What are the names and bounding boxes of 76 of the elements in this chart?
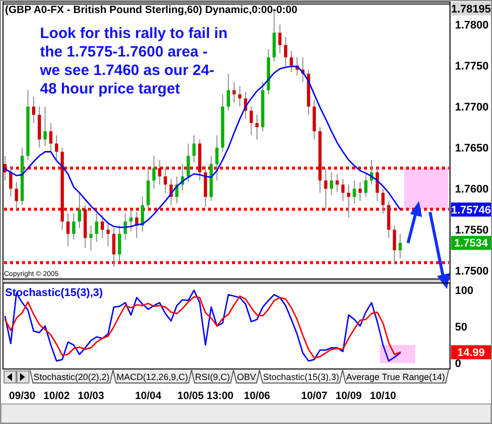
tab: Average True Range(14) xyxy=(342,370,450,384)
candlestick xyxy=(226,73,230,112)
y-tick-label: 1.7500 xyxy=(455,266,489,278)
annotation: 1.78195 xyxy=(451,3,491,16)
candlestick xyxy=(192,134,196,163)
annotation: 1.75746 xyxy=(451,204,491,216)
candlestick xyxy=(381,188,385,214)
x-tick-label: 09/30 xyxy=(9,390,36,402)
candlestick xyxy=(376,168,379,202)
candlestick xyxy=(66,212,70,247)
candlestick xyxy=(398,233,402,259)
candlestick xyxy=(352,180,356,204)
candlestick xyxy=(341,178,345,202)
candlestick xyxy=(336,173,339,192)
candlestick xyxy=(278,24,282,54)
candlestick xyxy=(238,86,242,108)
tab: OBV xyxy=(233,370,260,384)
candlestick xyxy=(215,134,219,181)
candlestick xyxy=(112,228,116,268)
tab: MACD(12,26,9,C) xyxy=(112,370,192,384)
tab: Stochastic(15(3),3) xyxy=(259,370,344,384)
candlestick xyxy=(152,155,156,190)
candlestick xyxy=(72,212,76,240)
candlestick xyxy=(330,172,334,196)
x-tick-label: 10/05 13:00 xyxy=(177,390,234,402)
chart-title: Stochastic(15(3),3) xyxy=(5,287,104,299)
candlestick xyxy=(164,168,167,194)
annotation: 1.7534 xyxy=(454,238,489,250)
candlestick xyxy=(89,225,93,251)
x-tick-label: 10/04 xyxy=(135,390,162,402)
x-tick-label: 10/06 xyxy=(244,390,270,402)
candlestick xyxy=(255,114,259,140)
x-tick-label: 10/03 xyxy=(78,390,104,402)
y-tick-label: 1.7600 xyxy=(455,184,489,196)
x-tick-label: 10/09 xyxy=(335,390,362,402)
y-tick-label: 50 xyxy=(455,322,468,334)
candlestick xyxy=(32,96,36,124)
candlestick xyxy=(49,122,52,152)
candlestick xyxy=(347,184,350,218)
x-tick-label: 10/07 xyxy=(301,390,328,402)
candlestick xyxy=(43,106,47,147)
candlestick xyxy=(100,214,104,238)
y-tick-label: 1.7800 xyxy=(455,19,489,32)
candlestick xyxy=(232,81,236,104)
y-tick-label: 1.7550 xyxy=(455,224,489,237)
x-tick-label: 10/10 xyxy=(370,390,396,402)
candlestick xyxy=(250,106,253,136)
candlestick xyxy=(9,165,12,198)
y-tick-label: 100 xyxy=(455,285,474,298)
annotation: 14.99 xyxy=(457,347,485,360)
candlestick xyxy=(14,182,18,210)
y-tick-label: 1.7750 xyxy=(455,60,489,72)
tab: RSI(9,C) xyxy=(191,370,234,384)
candlestick xyxy=(186,143,190,183)
candlestick xyxy=(290,50,293,73)
candlestick xyxy=(392,225,396,265)
annotation: Look for this rally to fail in the 1.7575-1.7600 area - we see 1.7460 as our 24-48 hour price target xyxy=(39,25,228,98)
candlestick xyxy=(284,36,288,66)
y-tick-label: 1.7650 xyxy=(455,142,489,155)
candlestick xyxy=(118,225,122,262)
y-tick-label: 1.7700 xyxy=(455,101,489,114)
candlestick xyxy=(106,221,110,247)
candlestick xyxy=(358,182,362,202)
candlestick xyxy=(54,134,58,160)
candlestick xyxy=(129,208,133,232)
candlestick xyxy=(78,192,82,229)
candlestick xyxy=(95,212,98,243)
candlestick xyxy=(175,176,178,204)
x-tick-label: 10/02 xyxy=(43,390,70,402)
tab: Stochastic(20(2),2) xyxy=(30,370,114,384)
candlestick xyxy=(364,172,368,198)
candlestick xyxy=(158,159,162,186)
candlestick xyxy=(124,212,127,240)
chart-title: (GBP A0-FX - British Pound Sterling,60) Dynamic,0:00-0:00 xyxy=(5,4,298,16)
y-tick-label: 0 xyxy=(455,358,462,370)
candlestick xyxy=(324,168,328,210)
